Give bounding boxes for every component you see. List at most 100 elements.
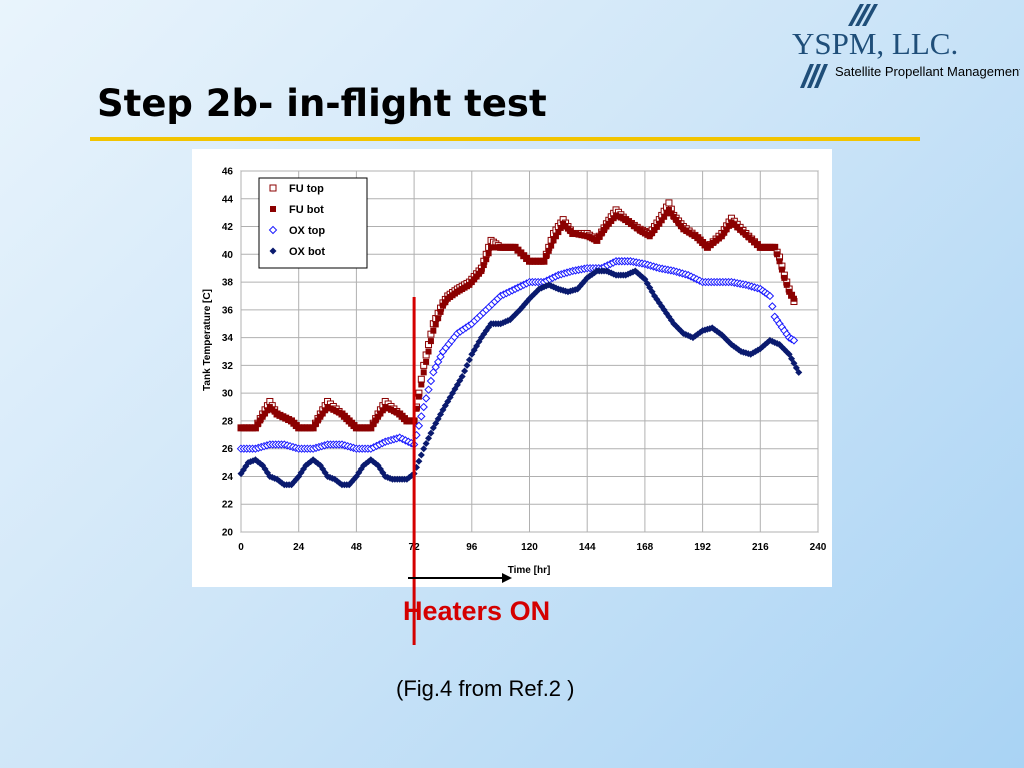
- data-point: [552, 233, 559, 240]
- data-point: [375, 413, 382, 420]
- data-point: [420, 445, 428, 453]
- data-point: [661, 213, 668, 220]
- data-point: [254, 421, 261, 428]
- data-point: [673, 216, 680, 223]
- data-point: [781, 274, 788, 281]
- data-point: [601, 227, 608, 234]
- y-tick-label: 40: [222, 250, 234, 261]
- data-point: [437, 308, 444, 315]
- data-point: [310, 424, 317, 431]
- data-point: [461, 367, 469, 375]
- data-point: [417, 375, 425, 383]
- chart-marks: [236, 199, 803, 489]
- data-point: [485, 323, 493, 331]
- slide-title: Step 2b- in-flight test: [97, 82, 547, 125]
- data-point: [778, 266, 785, 273]
- data-point: [427, 429, 435, 437]
- title-underline: [90, 137, 920, 141]
- data-point: [415, 457, 423, 465]
- data-point: [367, 456, 375, 464]
- data-point: [314, 460, 322, 468]
- x-tick-label: 240: [810, 542, 827, 553]
- legend-label: OX bot: [289, 246, 325, 258]
- data-point: [256, 460, 264, 468]
- data-point: [421, 394, 431, 403]
- series-ox-top: [236, 257, 799, 453]
- data-point: [419, 402, 428, 412]
- data-point: [257, 417, 264, 424]
- data-point: [723, 226, 730, 233]
- x-tick-label: 144: [579, 542, 596, 553]
- data-point: [506, 316, 514, 324]
- data-point: [550, 237, 557, 244]
- data-point: [646, 233, 653, 240]
- data-point: [557, 224, 564, 231]
- data-point: [651, 227, 658, 234]
- company-logo: YSPM, LLC. Satellite Propellant Manageme…: [792, 4, 1020, 88]
- data-point: [418, 381, 425, 388]
- data-point: [422, 439, 430, 447]
- data-point: [414, 421, 424, 430]
- series-fu-bot: [238, 206, 797, 431]
- data-point: [665, 199, 673, 207]
- data-point: [442, 299, 449, 306]
- data-point: [259, 461, 267, 469]
- data-point: [262, 410, 269, 417]
- legend-label: FU top: [289, 183, 324, 195]
- data-point: [453, 381, 461, 389]
- data-point: [665, 206, 672, 213]
- chart-legend: FU top FU bot OX top OX bot: [258, 177, 368, 269]
- data-point: [670, 213, 677, 220]
- data-point: [427, 338, 434, 345]
- x-tick-label: 48: [351, 542, 363, 553]
- data-point: [239, 466, 247, 474]
- data-point: [634, 269, 642, 277]
- data-point: [435, 315, 442, 322]
- data-point: [651, 292, 659, 300]
- logo-name: YSPM, LLC.: [792, 26, 958, 61]
- data-point: [372, 417, 379, 424]
- legend-box: [258, 177, 368, 269]
- data-point: [543, 253, 550, 260]
- data-point: [677, 223, 684, 230]
- data-point: [264, 407, 271, 414]
- data-point: [423, 358, 430, 365]
- data-point: [658, 217, 665, 224]
- data-point: [761, 341, 769, 349]
- y-tick-label: 30: [222, 389, 234, 400]
- legend-marker: [268, 225, 278, 235]
- y-tick-label: 44: [222, 194, 234, 205]
- data-point: [369, 458, 377, 466]
- y-tick-label: 28: [222, 416, 234, 427]
- data-point: [771, 244, 778, 251]
- data-point: [765, 291, 775, 301]
- data-point: [458, 372, 466, 380]
- data-point: [715, 329, 723, 337]
- data-point: [663, 210, 670, 217]
- data-point: [275, 477, 283, 485]
- data-point: [480, 262, 487, 269]
- data-point: [509, 313, 517, 321]
- data-point: [540, 258, 547, 265]
- figure-caption: (Fig.4 from Ref.2 ): [396, 676, 575, 701]
- x-axis-title: Time [hr]: [508, 565, 551, 576]
- x-tick-label: 216: [752, 542, 769, 553]
- y-tick-label: 34: [222, 333, 234, 344]
- data-point: [631, 267, 639, 275]
- data-point: [593, 237, 600, 244]
- data-point: [413, 463, 421, 471]
- data-point: [379, 407, 386, 414]
- data-point: [768, 302, 777, 311]
- y-tick-label: 20: [222, 528, 234, 539]
- data-point: [533, 287, 541, 295]
- logo-slash-bottom: [800, 64, 828, 88]
- data-point: [252, 424, 259, 431]
- legend-marker: [269, 247, 277, 255]
- data-point: [677, 327, 685, 335]
- data-point: [641, 275, 649, 283]
- data-point: [465, 356, 473, 364]
- data-point: [788, 292, 795, 299]
- x-tick-label: 168: [637, 542, 654, 553]
- legend-label: OX top: [289, 225, 325, 237]
- data-point: [413, 405, 420, 412]
